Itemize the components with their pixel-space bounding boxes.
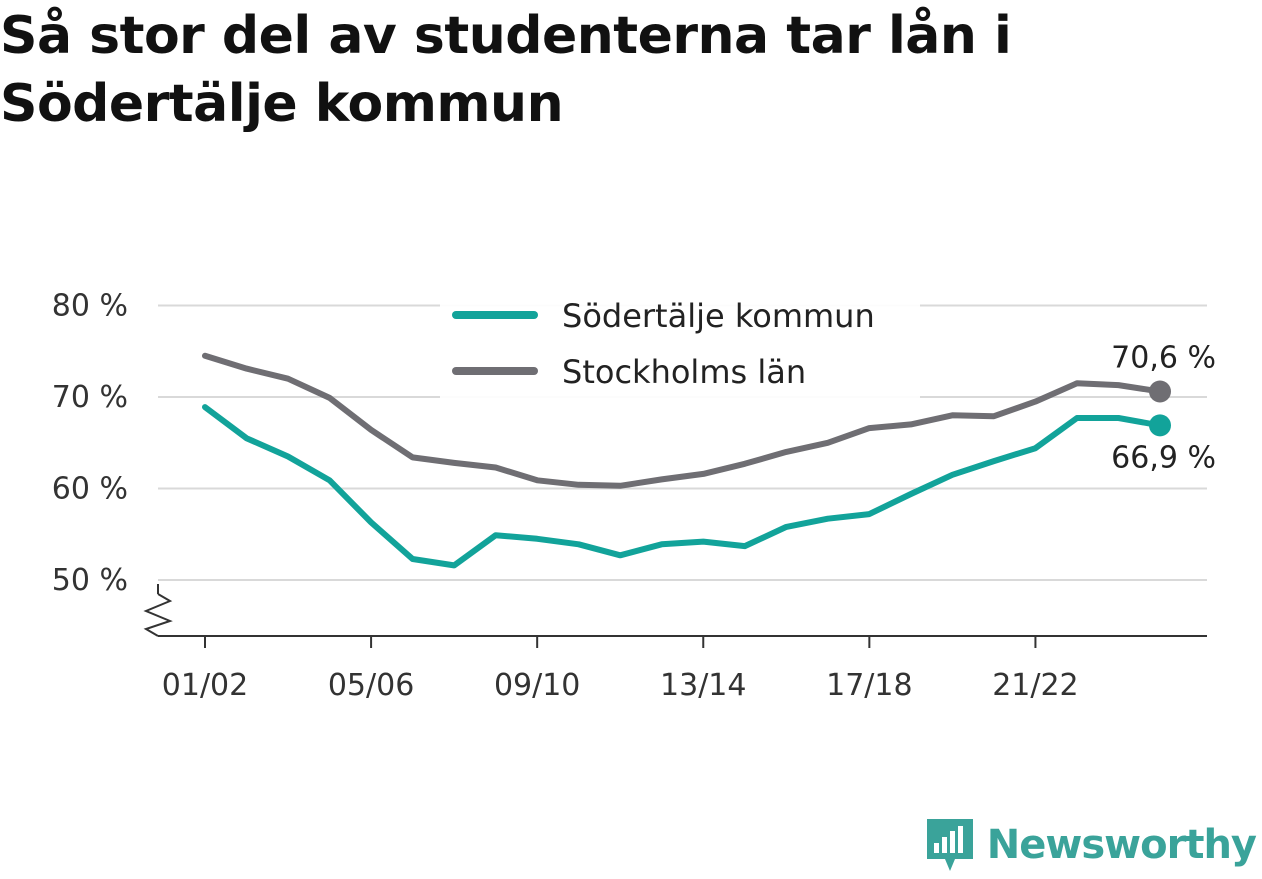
series-line — [202, 404, 1163, 569]
axes — [143, 584, 1207, 637]
y-tick-label: 50 % — [52, 563, 128, 598]
x-tick-label: 09/10 — [494, 668, 580, 703]
end-value-label: 70,6 % — [1111, 341, 1216, 376]
legend: Södertälje kommun Stockholms län — [440, 290, 920, 398]
brand-name: Newsworthy — [986, 822, 1257, 868]
series-lines — [202, 352, 1171, 569]
brand: Newsworthy — [925, 817, 1257, 873]
end-labels: 66,9 % 70,6 % — [1111, 341, 1216, 476]
y-axis-ticks: 50 % 60 % 70 % 80 % — [52, 289, 128, 599]
series-line — [202, 352, 1163, 489]
legend-background — [440, 290, 920, 398]
x-tick-label: 13/14 — [660, 668, 746, 703]
legend-label: Södertälje kommun — [562, 297, 875, 335]
y-tick-label: 60 % — [52, 472, 128, 507]
x-tick-label: 05/06 — [328, 668, 414, 703]
series-end-point — [1149, 380, 1171, 403]
x-axis-ticks: 01/02 05/06 09/10 13/14 17/18 21/22 — [162, 636, 1079, 703]
newsworthy-logo-icon — [926, 819, 973, 871]
legend-label: Stockholms län — [562, 353, 806, 391]
x-tick-label: 17/18 — [826, 668, 912, 703]
x-tick-label: 01/02 — [162, 668, 248, 703]
y-tick-label: 80 % — [52, 289, 128, 324]
end-value-label: 66,9 % — [1111, 440, 1216, 475]
series-end-point — [1149, 414, 1171, 437]
y-tick-label: 70 % — [52, 380, 128, 415]
chart-title: Så stor del av studenterna tar lån i Söd… — [0, 6, 1012, 134]
y-axis-break-icon — [143, 593, 173, 637]
x-tick-label: 21/22 — [992, 668, 1078, 703]
